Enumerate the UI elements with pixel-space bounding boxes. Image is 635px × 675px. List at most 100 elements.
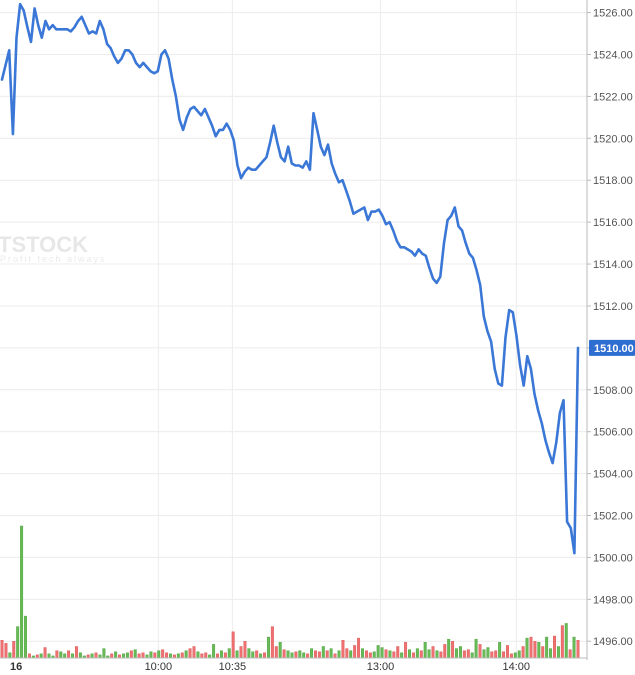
volume-bar	[227, 648, 231, 659]
volume-bar	[153, 652, 157, 659]
volume-bar	[329, 648, 333, 659]
volume-bar	[8, 652, 12, 659]
volume-bar	[71, 653, 75, 659]
volume-bars	[0, 525, 580, 659]
volume-bar	[165, 652, 169, 659]
volume-bar	[494, 650, 498, 659]
volume-bar	[43, 647, 47, 659]
volume-bar	[553, 635, 556, 659]
volume-bar	[63, 653, 67, 659]
volume-bar	[278, 642, 282, 659]
x-axis-ticks: 16 10:00 10:35 13:00 14:00	[10, 661, 530, 673]
y-tick-label: 1498.00	[593, 594, 633, 606]
last-price-badge: 1510.00	[589, 339, 635, 356]
volume-bar	[529, 636, 533, 659]
y-tick-label: 1526.00	[593, 8, 633, 20]
x-tick-label: 10:00	[145, 661, 173, 673]
volume-bar	[114, 651, 118, 659]
volume-bar	[372, 651, 376, 659]
volume-bar	[423, 642, 427, 659]
volume-bar	[313, 650, 317, 659]
volume-bar	[502, 651, 506, 659]
volume-bar	[161, 649, 165, 659]
volume-bar	[537, 642, 541, 659]
volume-bar	[572, 636, 576, 659]
volume-bar	[490, 651, 494, 659]
volume-bar	[408, 649, 411, 659]
volume-bar	[380, 647, 384, 659]
volume-bar	[478, 644, 482, 659]
volume-bar	[419, 650, 423, 659]
x-tick-label: 10:35	[219, 661, 247, 673]
y-tick-label: 1496.00	[593, 636, 633, 648]
volume-bar	[474, 638, 478, 659]
volume-bar	[368, 652, 372, 659]
volume-bar	[361, 648, 364, 659]
volume-bar	[196, 651, 200, 659]
y-tick-label: 1514.00	[593, 259, 633, 271]
volume-bar	[447, 638, 451, 659]
volume-bar	[513, 652, 517, 659]
y-tick-label: 1520.00	[593, 133, 633, 145]
volume-bar	[59, 651, 63, 659]
volume-bar	[317, 651, 321, 659]
volume-bar	[545, 636, 549, 659]
volume-bar	[455, 648, 459, 659]
volume-bar	[400, 652, 404, 659]
volume-bar	[482, 649, 486, 659]
volume-bar	[325, 650, 329, 659]
volume-bar	[533, 641, 537, 659]
volume-bar	[505, 645, 509, 659]
volume-bar	[90, 653, 94, 659]
volume-bar	[517, 650, 521, 659]
last-price-label: 1510.00	[594, 343, 634, 355]
volume-bar	[180, 652, 184, 659]
volume-bar	[458, 646, 462, 659]
volume-bar	[259, 653, 263, 659]
volume-bar	[321, 646, 325, 659]
volume-bar	[149, 651, 153, 659]
volume-bar	[345, 648, 349, 659]
volume-bar	[188, 648, 192, 659]
volume-bar	[411, 652, 415, 659]
volume-bar	[110, 653, 114, 659]
volume-bar	[20, 525, 24, 659]
volume-bar	[470, 652, 474, 659]
volume-bar	[247, 648, 251, 659]
volume-bar	[282, 649, 286, 659]
volume-bar	[102, 648, 106, 659]
volume-bar	[184, 650, 188, 659]
volume-bar	[67, 650, 71, 659]
volume-bar	[384, 649, 388, 659]
volume-bar	[176, 653, 180, 659]
volume-bar	[364, 650, 368, 659]
volume-bar	[396, 646, 400, 659]
volume-bar	[239, 646, 243, 659]
volume-bar	[466, 649, 470, 659]
x-tick-label: 16	[10, 661, 22, 673]
volume-bar	[427, 649, 431, 659]
volume-bar	[337, 650, 341, 659]
volume-bar	[251, 651, 255, 659]
volume-bar	[235, 650, 239, 659]
volume-bar	[223, 652, 227, 659]
y-tick-label: 1512.00	[593, 301, 633, 313]
volume-bar	[12, 641, 16, 659]
volume-bar	[560, 625, 564, 659]
volume-bar	[192, 646, 196, 659]
volume-bar	[349, 650, 353, 659]
volume-bar	[294, 651, 298, 659]
volume-bar	[137, 653, 141, 659]
volume-bar	[341, 639, 345, 659]
volume-bar	[306, 653, 310, 659]
volume-bar	[200, 653, 204, 659]
volume-bar	[78, 652, 82, 659]
volume-bar	[509, 653, 513, 659]
volume-bar	[27, 653, 31, 659]
volume-bar	[4, 643, 8, 659]
volume-bar	[298, 650, 302, 659]
y-tick-label: 1516.00	[593, 217, 633, 229]
volume-bar	[568, 649, 572, 659]
y-tick-label: 1508.00	[593, 385, 633, 397]
